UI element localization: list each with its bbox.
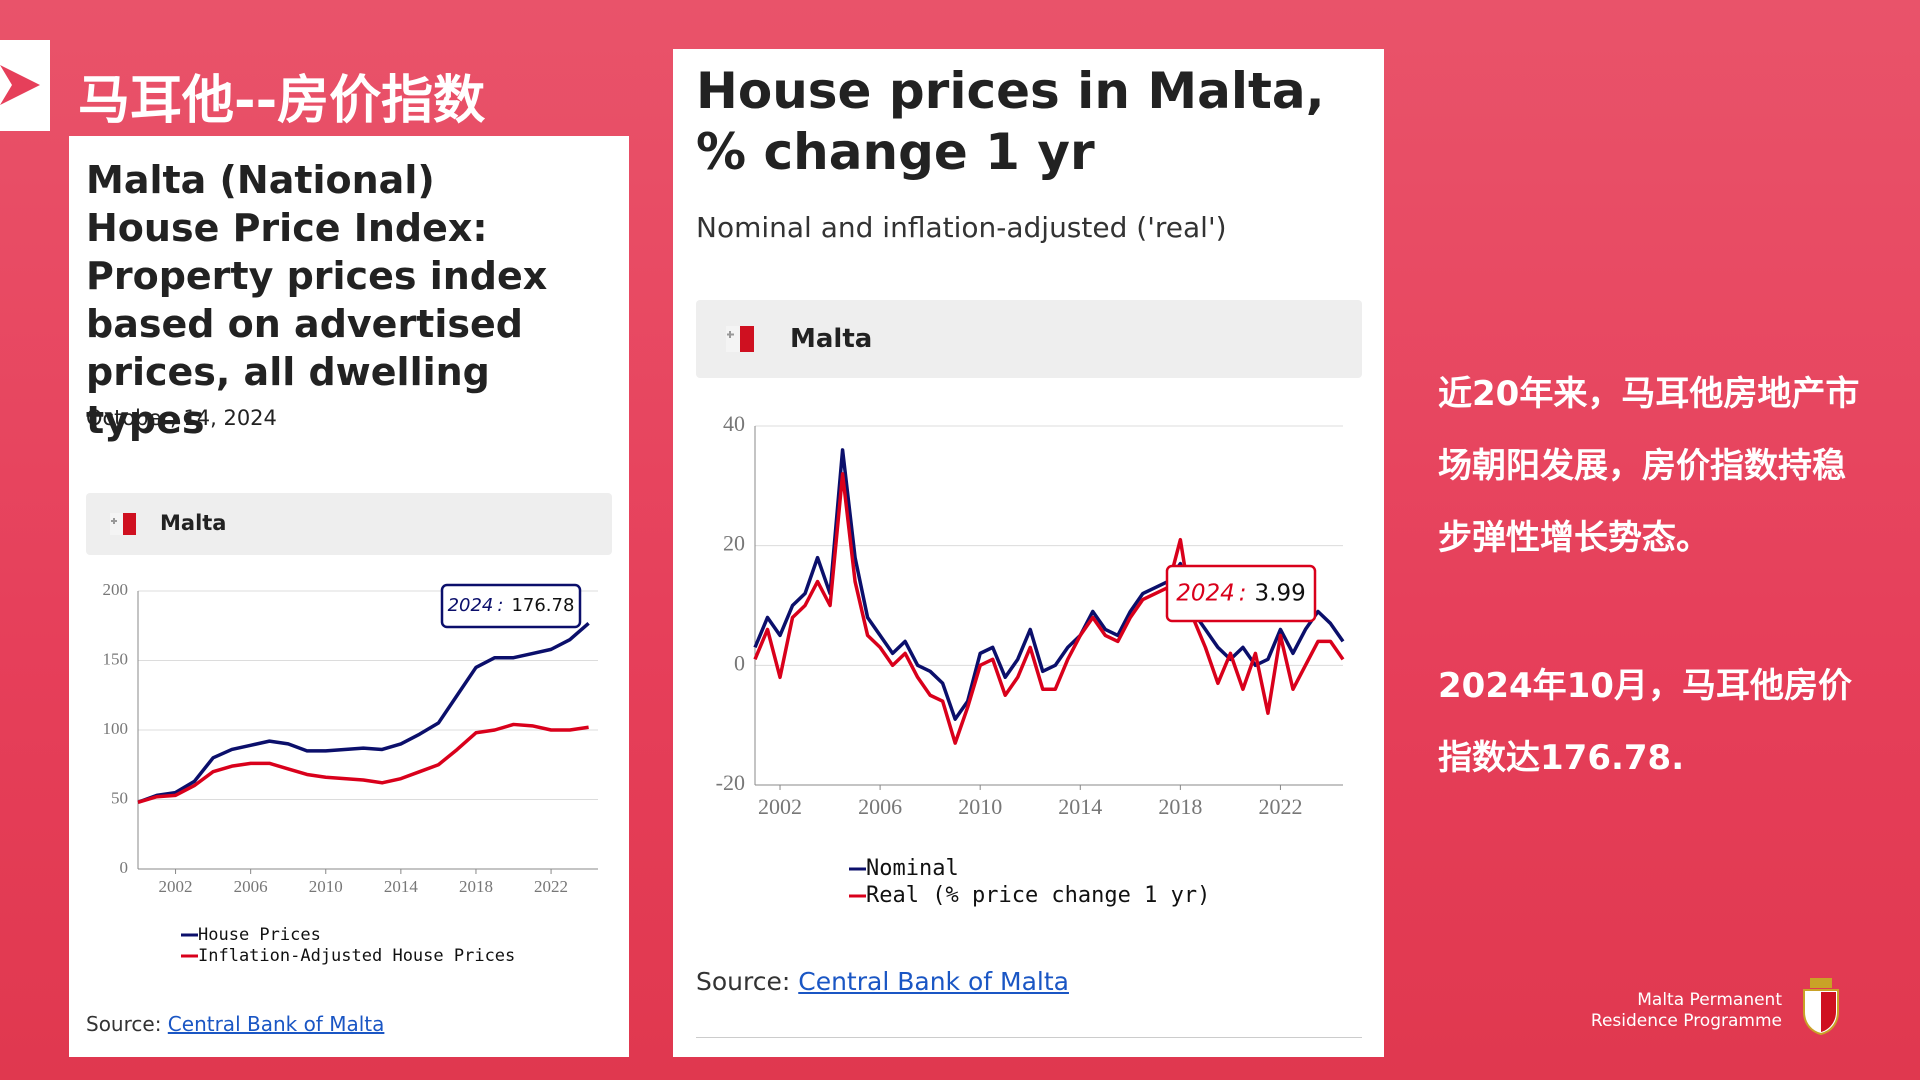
x-tick-label: 2014: [384, 877, 419, 896]
paragraph: 2024年10月，马耳他房价 指数达176.78.: [1438, 650, 1859, 794]
source-link[interactable]: Central Bank of Malta: [798, 967, 1069, 996]
legend-label: Real (% price change 1 yr): [866, 883, 1210, 908]
series-line: [753, 472, 1345, 745]
tooltip-text: 2024:3.99: [1176, 580, 1306, 606]
paragraph-line: 步弹性增长势态。: [1438, 518, 1710, 558]
series-line: [137, 621, 590, 804]
source-label: Source:: [86, 1012, 162, 1036]
y-tick-label: 100: [103, 719, 129, 738]
x-tick-label: 2018: [459, 877, 493, 896]
x-tick-label: 2022: [534, 877, 568, 896]
country-label: Malta: [790, 324, 873, 354]
card-subtitle: Nominal and inflation-adjusted ('real'): [696, 211, 1227, 244]
footer-line: Malta Permanent: [1637, 990, 1782, 1010]
x-tick-label: 2010: [309, 877, 343, 896]
tooltip-sep: :: [1239, 580, 1247, 606]
series-line: [137, 722, 589, 804]
paragraph: 近20年来，马耳他房地产市 场朝阳发展，房价指数持稳 步弹性增长势态。: [1438, 358, 1859, 574]
series-line: [753, 448, 1345, 721]
x-tick-label: 2014: [1058, 794, 1102, 819]
logo: [0, 40, 50, 131]
y-tick-label: 20: [723, 531, 745, 556]
card-title: Malta (National) House Price Index: Prop…: [86, 158, 548, 442]
tooltip-sep: :: [497, 595, 503, 616]
tooltip-value: 176.78: [511, 595, 574, 616]
tooltip-text: 2024:176.78: [448, 595, 575, 616]
emblem: [1803, 978, 1839, 1036]
tooltip-box: [440, 583, 582, 629]
country-label: Malta: [160, 511, 227, 535]
left-card: Malta (National) House Price Index: Prop…: [69, 136, 629, 1057]
source-label: Source:: [696, 967, 791, 996]
source: Source: Central Bank of Malta: [696, 967, 1069, 996]
x-tick-label: 2002: [159, 877, 193, 896]
legend-label: House Prices: [198, 925, 321, 945]
logo-icon: [0, 65, 40, 105]
y-tick-label: 50: [111, 788, 128, 807]
paragraph-line: 近20年来，马耳他房地产市: [1438, 374, 1860, 414]
y-tick-label: -20: [716, 770, 745, 795]
tooltip-box: [1165, 564, 1317, 623]
x-tick-label: 2002: [758, 794, 802, 819]
flag: [726, 326, 754, 352]
y-tick-label: 0: [734, 650, 745, 675]
x-tick-label: 2010: [958, 794, 1002, 819]
x-tick-label: 2006: [234, 877, 268, 896]
legend-label: Inflation-Adjusted House Prices: [198, 946, 515, 966]
x-tick-label: 2006: [858, 794, 902, 819]
x-tick-label: 2022: [1258, 794, 1302, 819]
paragraph-line: 指数达176.78.: [1438, 738, 1685, 778]
flag: [110, 513, 136, 535]
tooltip-x: 2024: [448, 595, 494, 616]
source: Source: Central Bank of Malta: [86, 1012, 384, 1036]
slide-title: 马耳他--房价指数: [78, 71, 486, 131]
country-bar: Malta: [86, 493, 612, 555]
country-bar: Malta: [696, 300, 1362, 378]
footer-text: Malta Permanent Residence Programme: [1591, 990, 1782, 1032]
y-tick-label: 150: [103, 649, 129, 668]
x-tick-label: 2018: [1158, 794, 1202, 819]
source-link[interactable]: Central Bank of Malta: [167, 1012, 385, 1036]
paragraph-line: 场朝阳发展，房价指数持稳: [1438, 446, 1846, 486]
card-title: House prices in Malta, % change 1 yr: [696, 62, 1325, 181]
divider: [696, 1037, 1362, 1038]
y-tick-label: 200: [103, 580, 129, 599]
y-tick-label: 0: [120, 858, 129, 877]
text-block: 近20年来，马耳他房地产市 场朝阳发展，房价指数持稳 步弹性增长势态。 2024年10…: [1438, 358, 1859, 794]
right-card: House prices in Malta, % change 1 yr Nom…: [673, 49, 1384, 1057]
tooltip-x: 2024: [1176, 580, 1235, 606]
card-date: October, 14, 2024: [86, 406, 277, 430]
legend-label: Nominal: [866, 856, 959, 881]
paragraph-line: 2024年10月，马耳他房价: [1438, 666, 1852, 706]
tooltip-value: 3.99: [1255, 580, 1306, 606]
y-tick-label: 40: [723, 411, 745, 436]
footer-line: Residence Programme: [1590, 1011, 1782, 1031]
